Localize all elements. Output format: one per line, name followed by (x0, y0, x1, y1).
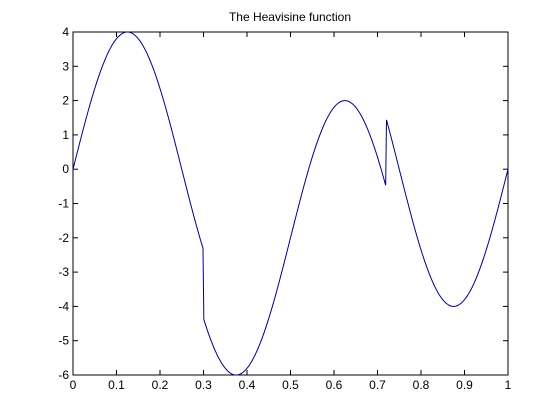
x-tick-label: 0.9 (456, 378, 473, 392)
heavisine-line (72, 31, 509, 376)
chart-title: The Heavisine function (229, 10, 351, 24)
x-tick-label: 0.8 (413, 378, 430, 392)
y-tick-label: 1 (62, 128, 69, 142)
x-tick-label: 0.5 (282, 378, 299, 392)
y-tick-label: 0 (62, 162, 69, 176)
y-tick-label: 2 (62, 94, 69, 108)
y-tick-label: -2 (58, 231, 69, 245)
y-tick-label: -3 (58, 265, 69, 279)
x-tick-label: 1 (505, 378, 512, 392)
x-tick-label: 0.7 (369, 378, 386, 392)
x-tick-label: 0 (70, 378, 77, 392)
y-axis: 4 3 2 1 0 -1 -2 -3 -4 -5 -6 (58, 25, 508, 382)
x-axis: 0 0.1 0.2 0.3 0.4 0.5 0.6 0.7 0.8 0.9 1 (70, 32, 512, 392)
x-tick-label: 0.4 (239, 378, 256, 392)
y-tick-label: 3 (62, 59, 69, 73)
y-tick-label: -4 (58, 299, 69, 313)
plot-area (72, 31, 509, 376)
y-tick-label: -6 (58, 368, 69, 382)
y-tick-label: 4 (62, 25, 69, 39)
y-tick-label: -5 (58, 334, 69, 348)
x-tick-label: 0.2 (152, 378, 169, 392)
y-tick-label: -1 (58, 197, 69, 211)
x-tick-label: 0.6 (326, 378, 343, 392)
x-tick-label: 0.1 (108, 378, 125, 392)
x-tick-label: 0.3 (195, 378, 212, 392)
